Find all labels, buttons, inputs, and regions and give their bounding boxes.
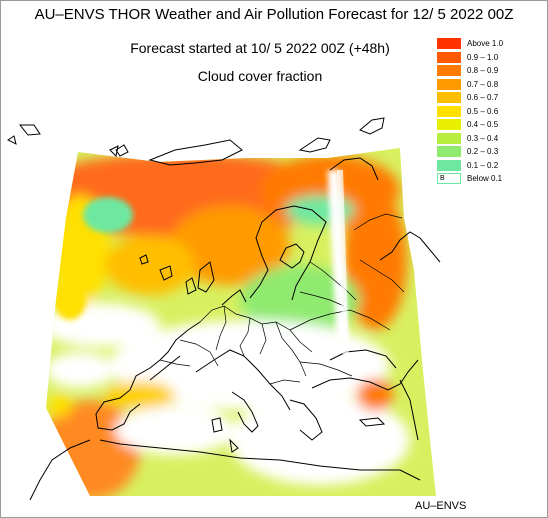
legend-item: 0.2 – 0.3	[437, 146, 547, 160]
legend-swatch	[437, 119, 461, 130]
legend-swatch	[437, 51, 461, 63]
legend-item: 0.6 – 0.7	[437, 92, 547, 106]
legend-item: 0.1 – 0.2	[437, 159, 547, 174]
legend-swatch: B	[437, 173, 461, 184]
legend-item: 0.7 – 0.8	[437, 78, 547, 93]
legend-item: 0.9 – 1.0	[437, 51, 547, 66]
legend-item: 0.4 – 0.5	[437, 119, 547, 133]
cloud-cover-field	[46, 148, 436, 496]
legend-label: 0.8 – 0.9	[467, 66, 499, 75]
legend-label: 0.6 – 0.7	[467, 93, 499, 102]
forecast-start-label: Forecast started at 10/ 5 2022 00Z (+48h…	[130, 40, 390, 56]
legend-label: 0.3 – 0.4	[467, 133, 499, 143]
legend-swatch	[437, 78, 461, 90]
field-label: Cloud cover fraction	[197, 68, 323, 84]
legend-label: 0.7 – 0.8	[467, 79, 499, 89]
legend-item: 0.3 – 0.4	[437, 132, 547, 147]
legend-label: 0.9 – 1.0	[467, 52, 499, 62]
legend-item: B Below 0.1	[437, 173, 547, 187]
legend-item: 0.8 – 0.9	[437, 65, 547, 79]
legend-swatch	[437, 132, 461, 144]
legend-item: Above 1.0	[437, 38, 547, 52]
color-legend: Above 1.0 0.9 – 1.0 0.8 – 0.9 0.7 – 0.8 …	[437, 38, 547, 187]
legend-swatch	[437, 146, 461, 157]
legend-label: 0.5 – 0.6	[467, 106, 499, 116]
legend-label: Below 0.1	[467, 174, 503, 183]
legend-label: 0.2 – 0.3	[467, 147, 499, 156]
legend-below-marker: B	[440, 175, 445, 182]
legend-swatch	[437, 92, 461, 103]
map-title: AU–ENVS THOR Weather and Air Pollution F…	[34, 6, 514, 23]
coastlines	[7, 117, 441, 501]
credit-label: AU–ENVS	[415, 500, 467, 512]
legend-swatch	[437, 159, 461, 171]
legend-label: 0.1 – 0.2	[467, 160, 499, 170]
legend-swatch	[437, 65, 461, 76]
legend-swatch	[437, 105, 461, 117]
legend-label: 0.4 – 0.5	[467, 120, 499, 129]
legend-label: Above 1.0	[467, 39, 504, 48]
legend-item: 0.5 – 0.6	[437, 105, 547, 120]
legend-swatch	[437, 38, 461, 49]
country-borders	[159, 213, 405, 385]
